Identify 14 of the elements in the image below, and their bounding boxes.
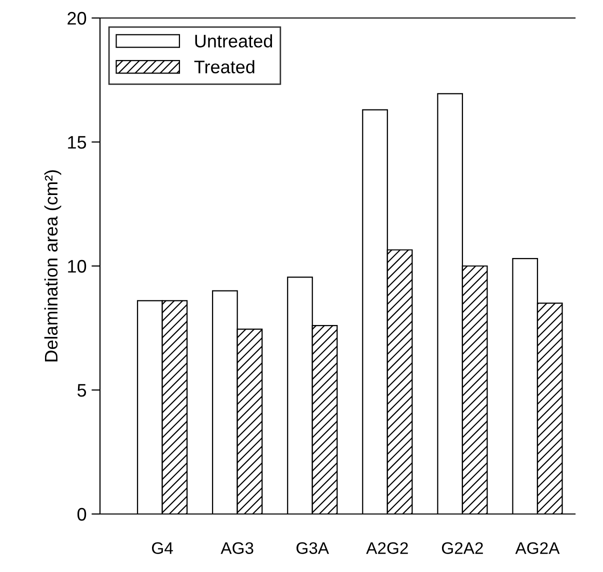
x-tick-label: G2A2 xyxy=(442,542,483,554)
y-tick-label: 15 xyxy=(68,136,86,149)
y-tick-label: 10 xyxy=(68,260,86,273)
x-tick-label: G3A xyxy=(296,542,330,554)
y-tick-label: 20 xyxy=(68,12,86,25)
x-tick-label: AG3 xyxy=(220,542,254,554)
y-tick-label: 0 xyxy=(77,508,86,521)
x-tick-label: A2G2 xyxy=(366,542,408,554)
y-tick-label: 5 xyxy=(77,384,86,397)
x-tick-label: AG2A xyxy=(515,542,560,554)
x-tick-label: G4 xyxy=(152,542,173,554)
legend-label: Untreated xyxy=(195,34,272,48)
y-axis-title: Delamination area (cm²) xyxy=(44,170,62,362)
legend-label: Treated xyxy=(194,60,254,74)
